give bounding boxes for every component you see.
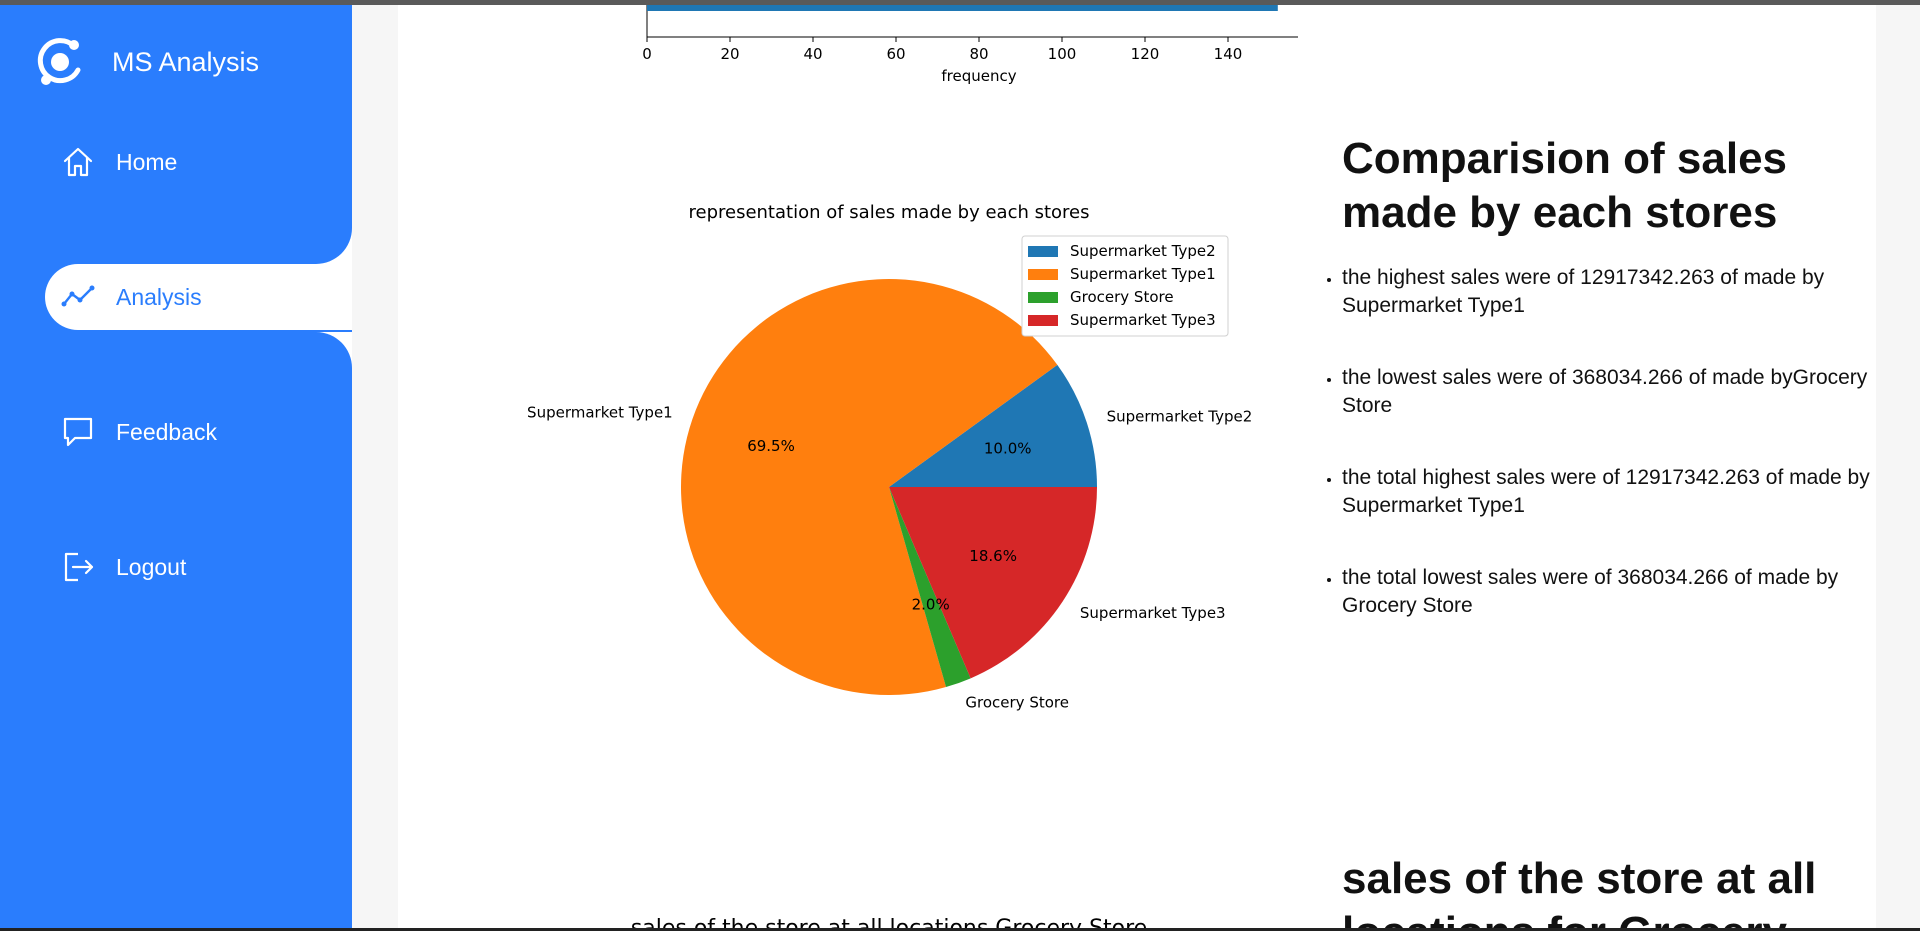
pie-percent-label: 18.6% — [969, 547, 1017, 565]
legend-swatch — [1028, 315, 1058, 326]
brand-logo-icon — [37, 38, 81, 85]
pie-slice — [681, 279, 1058, 696]
chart-line-icon — [61, 285, 95, 307]
app-title: MS Analysis — [112, 46, 260, 77]
x-tick-label: 120 — [1131, 45, 1160, 63]
next-chart-title: sales of the store at all locations Groc… — [631, 916, 1147, 928]
x-axis-label: frequency — [941, 67, 1016, 85]
pie-category-label: Supermarket Type1 — [527, 403, 673, 421]
x-tick-label: 20 — [720, 45, 739, 63]
x-tick-label: 60 — [886, 45, 905, 63]
sidebar-item-label: Home — [116, 148, 178, 175]
legend-swatch — [1028, 246, 1058, 257]
list-item: the total highest sales were of 12917342… — [1342, 464, 1872, 520]
section-title: Comparision of sales made by each stores — [1342, 134, 1788, 237]
pie-slice — [889, 364, 1097, 487]
pie-legend: Supermarket Type2 Supermarket Type1 Grocer… — [1021, 235, 1229, 337]
legend-label: Supermarket Type2 — [1070, 242, 1216, 260]
charts-area: 0 20 40 60 80 100 120 140 frequency representat… — [527, 5, 1298, 928]
active-tab-curve-bottom — [302, 332, 352, 368]
main-content — [352, 5, 1920, 928]
legend-swatch — [1028, 292, 1058, 303]
window-bottom-border — [0, 928, 1920, 931]
legend-label: Supermarket Type3 — [1070, 311, 1216, 329]
sidebar-item-logout[interactable]: Logout — [45, 534, 352, 600]
pie-slice — [889, 487, 971, 688]
window-top-border — [0, 0, 1920, 5]
x-tick-label: 0 — [642, 45, 652, 63]
list-item: the highest sales were of 12917342.263 o… — [1342, 264, 1872, 320]
logout-icon — [64, 552, 94, 582]
sidebar-item-home[interactable]: Home — [45, 129, 352, 195]
pie-slice — [889, 487, 1097, 679]
list-item: the total lowest sales were of 368034.26… — [1342, 564, 1872, 620]
sidebar-item-feedback[interactable]: Feedback — [45, 399, 352, 465]
pie-category-label: Supermarket Type2 — [1107, 407, 1253, 425]
brand[interactable]: MS Analysis — [34, 33, 259, 91]
pie-percent-label: 2.0% — [912, 596, 950, 614]
x-tick-label: 80 — [969, 45, 988, 63]
active-tab-curve-top — [302, 228, 352, 264]
sidebar-item-label: Logout — [116, 553, 187, 580]
next-section-title: sales of the store at all locations for … — [1342, 854, 1817, 928]
sidebar-item-label: Analysis — [116, 283, 202, 310]
pie-category-label: Grocery Store — [965, 694, 1069, 712]
sales-pie-chart: representation of sales made by each sto… — [527, 202, 1252, 712]
content-gutter-left — [352, 5, 398, 928]
list-item: the lowest sales were of 368034.266 of m… — [1342, 364, 1872, 420]
pie-title: representation of sales made by each sto… — [688, 202, 1089, 223]
legend-label: Supermarket Type1 — [1070, 265, 1216, 283]
sidebar-item-label: Feedback — [116, 418, 218, 445]
pie-category-label: Supermarket Type3 — [1080, 604, 1226, 622]
home-icon — [63, 147, 93, 177]
insights-list: the highest sales were of 12917342.263 o… — [1342, 264, 1872, 664]
x-tick-label: 100 — [1048, 45, 1077, 63]
x-tick-label: 140 — [1214, 45, 1243, 63]
pie-percent-label: 69.5% — [747, 437, 795, 455]
sidebar-item-analysis[interactable]: Analysis — [45, 264, 352, 330]
message-icon — [63, 417, 93, 447]
legend-label: Grocery Store — [1070, 288, 1174, 306]
pie-percent-label: 10.0% — [984, 439, 1032, 457]
legend-frame — [1021, 235, 1229, 337]
frequency-bar — [647, 5, 1278, 11]
frequency-bar-chart: 0 20 40 60 80 100 120 140 frequency — [642, 5, 1298, 85]
x-tick-label: 40 — [803, 45, 822, 63]
content-gutter-right — [1876, 5, 1920, 928]
sidebar: MS Analysis — [0, 5, 352, 928]
legend-swatch — [1028, 269, 1058, 280]
